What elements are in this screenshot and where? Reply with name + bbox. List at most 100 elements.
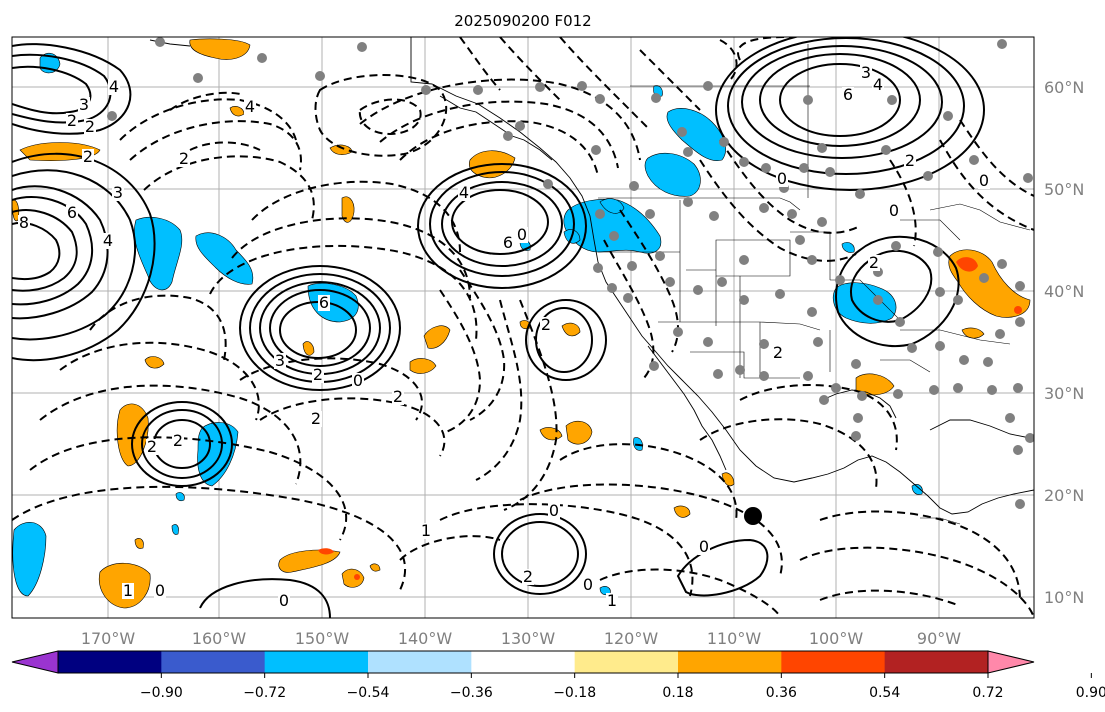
contour-label: 2 <box>85 117 95 136</box>
contour-label: 4 <box>103 231 113 250</box>
contour-label-background <box>82 149 94 165</box>
contour-label: 2 <box>311 409 321 428</box>
contour-label-background <box>172 433 184 449</box>
contour-label-background <box>154 583 166 599</box>
contour-label: 0 <box>549 501 559 520</box>
colorbar-tick-label: −0.90 <box>140 685 183 701</box>
latitude-label: 10°N <box>1044 588 1084 607</box>
contour-label-background <box>772 345 784 361</box>
contour-label: 1 <box>607 591 617 610</box>
latitude-labels: 60°N 50°N 40°N 30°N 20°N 10°N <box>1044 78 1084 607</box>
latitude-label: 40°N <box>1044 282 1084 301</box>
strong-positive-shading <box>318 257 1022 580</box>
colorbar-tick-label: 0.90 <box>1076 685 1105 701</box>
contour-label: 6 <box>843 85 853 104</box>
contour-label-background <box>278 593 290 609</box>
contour-label: 0 <box>353 371 363 390</box>
contour-label-background <box>516 227 528 243</box>
colorbar-tick-label: 0.54 <box>869 685 900 701</box>
contour-label: 0 <box>279 591 289 610</box>
colorbar-extend-high <box>987 650 1035 674</box>
contour-label: 4 <box>873 75 883 94</box>
contour-label-background <box>872 77 884 93</box>
negative-shading <box>12 52 923 597</box>
contour-label: 2 <box>523 567 533 586</box>
map-title: 2025090200 F012 <box>454 12 591 30</box>
longitude-label: 120°W <box>604 629 659 648</box>
colorbar-segment <box>678 651 782 673</box>
contour-label-background <box>776 171 788 187</box>
negative-contours <box>12 37 1034 618</box>
contour-label-background <box>502 235 514 251</box>
colorbar-tick-label: −0.36 <box>450 685 493 701</box>
contour-label-background <box>888 203 900 219</box>
contour-label-background <box>108 79 120 95</box>
colorbar-segment <box>58 651 162 673</box>
contour-label-background <box>868 255 880 271</box>
longitude-label: 130°W <box>501 629 556 648</box>
contour-label: 2 <box>773 343 783 362</box>
contour-label: 1 <box>421 521 431 540</box>
contour-label-background <box>392 389 404 405</box>
contour-label: 2 <box>173 431 183 450</box>
contour-label: 0 <box>699 537 709 556</box>
contour-label: 2 <box>147 437 157 456</box>
contour-label-background <box>178 151 190 167</box>
contour-label: 3 <box>861 63 871 82</box>
map-frame <box>11 36 1035 619</box>
contour-label-background <box>78 97 90 113</box>
contour-label-background <box>978 173 990 189</box>
colorbar-tick-label: 0.18 <box>662 685 693 701</box>
contour-label: 2 <box>313 365 323 384</box>
contour-label: 3 <box>275 351 285 370</box>
contour-label-background <box>318 295 330 311</box>
colorbar-tick-label: −0.72 <box>243 685 286 701</box>
latitude-label: 30°N <box>1044 384 1084 403</box>
latitude-label: 60°N <box>1044 78 1084 97</box>
contour-label: 6 <box>67 203 77 222</box>
contour-label: 3 <box>79 95 89 114</box>
contour-label: 2 <box>83 147 93 166</box>
longitude-label: 110°W <box>707 629 762 648</box>
contour-label: 0 <box>777 169 787 188</box>
contour-label-background <box>548 503 560 519</box>
positive-shading <box>12 38 1031 609</box>
colorbar-segment <box>368 651 472 673</box>
latitude-label: 20°N <box>1044 486 1084 505</box>
contour-label-background <box>18 215 30 231</box>
colorbar-segment <box>574 651 679 673</box>
colorbar-extend-low <box>11 650 59 674</box>
contour-label: 4 <box>459 183 469 202</box>
contour-label-background <box>66 113 78 129</box>
contour-label: 1 <box>123 581 133 600</box>
colorbar-segment <box>161 651 266 673</box>
contour-label-background <box>244 99 256 115</box>
contour-label-background <box>860 65 872 81</box>
colorbar-segment <box>884 651 989 673</box>
longitude-label: 160°W <box>192 629 247 648</box>
storm-center-marker <box>744 507 762 525</box>
contour-label-background <box>540 317 552 333</box>
colorbar-segment <box>471 651 576 673</box>
colorbar-tick-label: 0.36 <box>766 685 797 701</box>
longitude-labels: 170°W 160°W 150°W 140°W 130°W 120°W 110°W 100°W… <box>81 629 961 648</box>
contour-label-background <box>842 87 854 103</box>
contour-label-background <box>102 233 114 249</box>
longitude-label: 170°W <box>81 629 136 648</box>
colorbar-border <box>57 650 989 674</box>
colorbar-tick-label: −0.54 <box>347 685 390 701</box>
contour-label-background <box>420 523 432 539</box>
contour-label: 4 <box>109 77 119 96</box>
contour-label-background <box>352 373 364 389</box>
contour-label: 8 <box>19 213 29 232</box>
latitude-label: 50°N <box>1044 180 1084 199</box>
contour-label-background <box>698 539 710 555</box>
colorbar-tick-label: −0.18 <box>553 685 596 701</box>
contour-label: 6 <box>319 293 329 312</box>
longitude-label: 90°W <box>917 629 961 648</box>
contour-label-background <box>904 153 916 169</box>
contour-label-background <box>310 411 322 427</box>
contour-label: 6 <box>503 233 513 252</box>
